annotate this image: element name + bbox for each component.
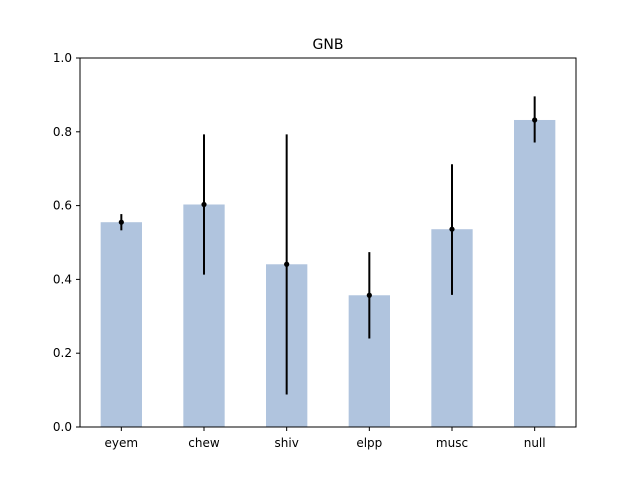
mean-point-eyem	[118, 219, 124, 225]
bar-eyem	[100, 222, 142, 427]
x-tick-label-elpp: elpp	[356, 436, 382, 450]
x-tick-label-shiv: shiv	[275, 436, 299, 450]
mean-point-chew	[201, 201, 207, 208]
x-tick-label-null: null	[524, 436, 546, 450]
mean-point-musc	[449, 226, 455, 232]
y-tick-label-1.0: 1.0	[53, 51, 72, 65]
y-axis: 0.0 0.2 0.4 0.6 0.8 1.0	[53, 51, 80, 434]
mean-point-elpp	[366, 292, 372, 298]
mean-point-null	[532, 117, 538, 123]
x-tick-label-eyem: eyem	[105, 436, 139, 450]
bars-layer	[100, 119, 556, 427]
x-axis: eyem chew shiv elpp musc null	[105, 427, 546, 450]
mean-point-shiv	[284, 261, 290, 267]
y-tick-label-0.6: 0.6	[53, 199, 72, 213]
chart-title: GNB	[313, 37, 344, 53]
x-tick-label-chew: chew	[188, 436, 220, 450]
y-tick-label-0.0: 0.0	[53, 420, 72, 434]
y-tick-label-0.4: 0.4	[53, 272, 72, 286]
x-tick-label-musc: musc	[436, 436, 468, 450]
plot-area-frame	[79, 57, 577, 428]
y-tick-label-0.8: 0.8	[53, 125, 72, 139]
bar-null	[514, 119, 556, 427]
y-tick-label-0.2: 0.2	[53, 346, 72, 360]
error-bars-layer	[118, 96, 538, 395]
